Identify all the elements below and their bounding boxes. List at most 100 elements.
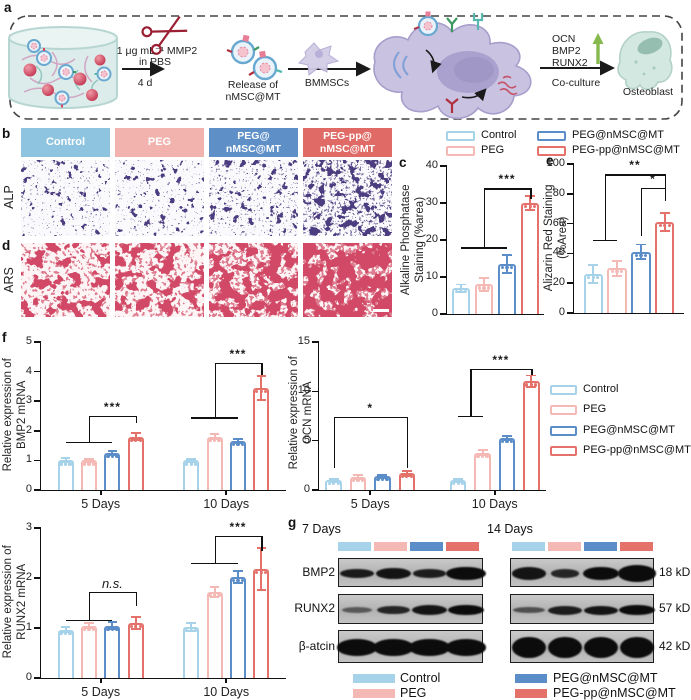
alp-image-peg-pp-nmsc-mt-image — [303, 160, 392, 236]
ytick-label: 3 — [25, 521, 32, 533]
chart-bmp2-ylabel: Relative expression of BMP2 mRNA — [2, 358, 28, 472]
blot-14d-β-atcin — [510, 630, 654, 663]
alp-image-control — [21, 160, 110, 236]
chart-e-ylabel: Alizarin Red Staining (%Area) — [543, 184, 569, 292]
data-point — [500, 266, 505, 270]
data-point — [619, 270, 624, 274]
xtick-label: 10 Days — [203, 685, 250, 699]
lane-color-strip-peg — [548, 542, 581, 551]
error-cap-top — [107, 450, 118, 453]
sig-label: *** — [229, 346, 247, 361]
panel-g-label: g — [288, 515, 297, 530]
ytick-mark — [34, 527, 41, 529]
error-bar — [405, 470, 408, 476]
error-bar — [236, 571, 239, 583]
xtick-mark — [493, 490, 496, 495]
bmmscs-label: BMMSCs — [305, 77, 349, 89]
sig-line — [89, 591, 91, 620]
xtick-label: 10 Days — [471, 497, 518, 511]
ytick-label: 30 — [425, 196, 438, 208]
data-point — [264, 571, 268, 575]
ytick-label: 15 — [297, 335, 310, 347]
data-point — [587, 276, 591, 280]
sig-line — [640, 187, 643, 236]
protein-band — [584, 605, 618, 615]
error-bar — [616, 260, 619, 276]
data-point — [534, 383, 538, 387]
protein-band — [340, 568, 374, 579]
protein-band — [336, 639, 378, 656]
blot-7d-β-atcin — [336, 630, 487, 663]
data-point — [110, 627, 115, 631]
bar-PEG@nMSC@MT — [230, 577, 246, 678]
duration-label: 4 d — [138, 77, 153, 89]
data-point — [452, 482, 456, 486]
data-point — [134, 438, 138, 442]
error-cap-bottom — [453, 480, 464, 483]
alp-image-peg-nmsc-mt — [209, 160, 298, 236]
data-point — [456, 482, 460, 486]
g-legend-label-peg: PEG — [400, 686, 427, 700]
data-point — [185, 629, 189, 633]
legend-label-3: PEG-pp@nMSC@MT — [583, 444, 691, 456]
error-cap-top — [353, 474, 364, 477]
error-bar — [260, 376, 263, 400]
sig-line — [191, 417, 238, 419]
data-point — [231, 579, 236, 583]
protein-band — [375, 567, 412, 580]
ars-image-peg-pp-nmsc-mt-image — [303, 243, 392, 317]
data-point — [129, 438, 133, 442]
data-point — [259, 389, 263, 394]
protein-band — [582, 566, 620, 581]
data-point — [194, 629, 198, 633]
protein-band — [413, 569, 446, 578]
ars-image-control — [21, 243, 110, 317]
ars-row-label: ARS — [2, 267, 16, 293]
data-point — [533, 205, 537, 209]
bar-PEG — [206, 436, 223, 490]
release-label-line1: Release of — [228, 79, 278, 91]
error-cap-bottom — [612, 274, 623, 277]
data-point — [485, 454, 489, 458]
sig-line — [470, 368, 472, 416]
error-bar — [381, 474, 384, 478]
ars-image-peg-nmsc-mt — [209, 243, 298, 317]
error-bar — [481, 450, 484, 455]
data-point — [217, 594, 221, 598]
protein-band — [513, 607, 545, 613]
data-point — [409, 475, 413, 479]
legend-label-0: Control — [481, 129, 517, 141]
protein-band — [617, 565, 657, 582]
released-nanoparticles-icon — [226, 34, 283, 81]
ytick-mark — [567, 312, 574, 314]
error-bar — [457, 478, 460, 482]
data-point — [356, 479, 360, 483]
error-bar — [529, 196, 532, 210]
ytick-label: 0 — [303, 483, 310, 495]
lane-color-strip-peg-nmsc-mt — [410, 542, 443, 551]
error-bar — [64, 627, 67, 632]
ytick-label: 10 — [425, 270, 438, 282]
sig-line — [214, 535, 263, 537]
error-cap-top — [60, 457, 71, 460]
ytick-label: 40 — [552, 246, 565, 259]
panel-e-label: e — [546, 153, 554, 168]
size-label-42kD: 42 kD — [659, 638, 691, 653]
legend-swatch-2 — [446, 146, 475, 156]
protein-band — [409, 639, 450, 656]
data-point — [59, 631, 63, 635]
protein-band — [342, 607, 373, 613]
protein-band — [411, 604, 448, 616]
xtick-label: 5 Days — [81, 497, 121, 511]
ytick-label: 1 — [25, 453, 32, 466]
data-point — [82, 462, 87, 466]
error-cap-bottom — [233, 582, 243, 584]
sig-line — [531, 368, 533, 375]
sig-line — [470, 368, 533, 371]
error-bar — [111, 451, 114, 455]
ytick-mark — [312, 489, 319, 491]
xtick-label: 5 Days — [350, 497, 390, 511]
error-cap-top — [107, 621, 118, 623]
error-cap-bottom — [131, 628, 141, 630]
